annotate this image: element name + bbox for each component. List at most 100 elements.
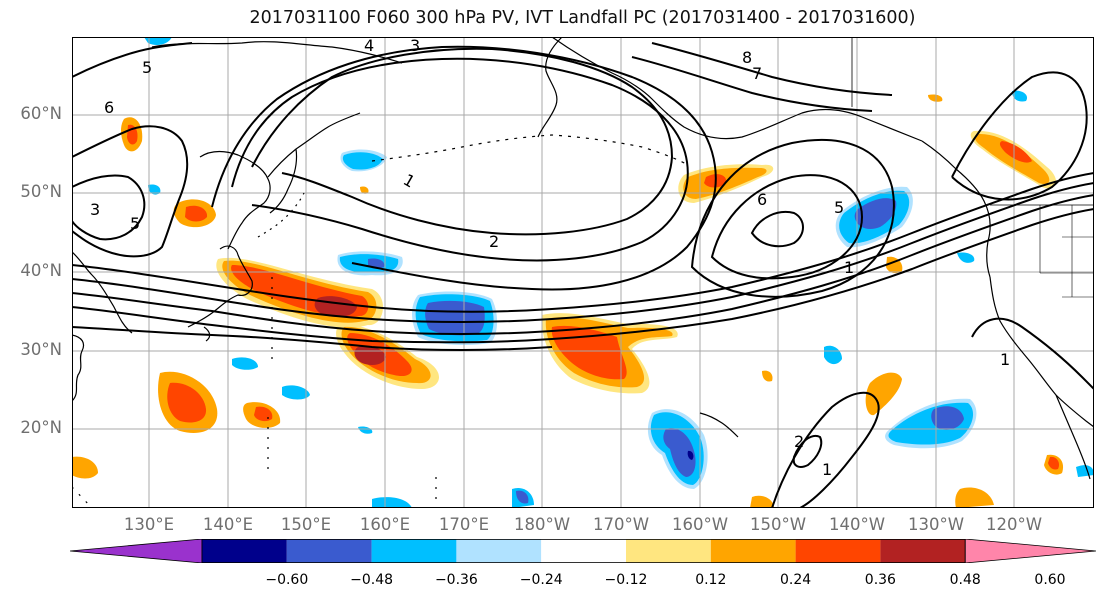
colorbar-tick-label: −0.48 (350, 572, 394, 588)
map-frame (72, 37, 1094, 508)
colorbar-tick-label: −0.12 (604, 572, 648, 588)
lon-label-170w: 170°W (592, 515, 650, 534)
shade-pos-tiny (360, 186, 369, 194)
map-panel: 1 2 3 4 5 6 7 8 6 5 1 1 2 1 5 3 (72, 37, 1094, 508)
pv-contour-gulf-low-2 (690, 139, 895, 298)
lon-label-130e: 130°E (123, 515, 175, 534)
shade-neg-kamchatka-s (342, 152, 383, 170)
coast-alaska-west (537, 37, 563, 138)
shade-neg-small (232, 357, 258, 370)
colorbar-segment (202, 539, 287, 563)
shade-neg-hawaii-w (663, 428, 696, 477)
pv-contour-socal (971, 317, 1094, 390)
pv-contour-3-north (211, 45, 717, 291)
shade-neg-small (148, 184, 161, 195)
shade-pos-south-japan-2 (167, 382, 207, 423)
colorbar-tick-label: −0.60 (265, 572, 309, 588)
pv-label: 1 (400, 170, 418, 192)
pv-label: 1 (1000, 350, 1010, 369)
pv-label: 8 (742, 48, 752, 67)
shade-pos-hawaii-ne (865, 372, 902, 416)
coast-kuril (257, 192, 305, 238)
pv-contour-jet-1 (72, 172, 1094, 313)
shade-neg-small (516, 490, 529, 504)
pv-contour-gulf-low (710, 174, 864, 280)
shade-neg-small (957, 252, 975, 263)
lon-label-160w: 160°W (671, 515, 729, 534)
lat-label-30n: 30°N (20, 340, 62, 359)
pv-contour-bc-loop (951, 71, 1088, 201)
pv-label: 2 (794, 432, 804, 451)
lon-label-130w: 130°W (907, 515, 965, 534)
pv-contour-alaska-lines (631, 42, 893, 112)
coast-baja (1055, 394, 1091, 480)
colorbar-segment (286, 539, 372, 563)
coast-bc (921, 140, 991, 278)
colorbar-tick-label: 0.12 (695, 572, 727, 588)
colorbar-tick-label: 0.60 (1034, 572, 1066, 588)
pv-label: 6 (757, 190, 767, 209)
pv-label: 5 (142, 58, 152, 77)
colorbar-segment (795, 539, 881, 563)
border-states (1039, 205, 1094, 298)
pv-contour-trough (771, 392, 880, 508)
pv-contours (72, 42, 1094, 508)
colorbar-tick-label: −0.24 (519, 572, 563, 588)
colorbar-segment (541, 539, 626, 563)
shade-neg-small (372, 497, 412, 508)
pv-contour-trough-inner (792, 435, 823, 468)
coast-islands (72, 277, 437, 508)
pv-label: 3 (90, 200, 100, 219)
colorbar-segment (710, 539, 796, 563)
colorbar-segment (880, 539, 966, 563)
colorbar (70, 539, 1096, 563)
shade-neg-small (824, 345, 842, 365)
pv-contour-topleft (72, 42, 193, 78)
graticule (72, 37, 1094, 508)
pv-label: 5 (834, 198, 844, 217)
coast-siberia-top (151, 41, 403, 64)
colorbar-tick-label: 0.48 (949, 572, 981, 588)
coastlines (72, 37, 1094, 508)
shade-neg-small (1012, 90, 1028, 102)
coast-aleutian (371, 134, 689, 166)
shade-pos-okhotsk (185, 205, 208, 222)
lon-label-120w: 120°W (985, 515, 1043, 534)
pv-contour-west (72, 125, 188, 258)
coast-alaska (551, 37, 923, 142)
lat-label-20n: 20°N (20, 418, 62, 437)
shade-neg-small (144, 37, 172, 45)
coast-hawaii (699, 412, 739, 438)
coast-us-west (989, 276, 1094, 428)
lon-label-150e: 150°E (280, 515, 332, 534)
pv-contour-jet-5 (72, 326, 553, 351)
pv-label: 4 (364, 37, 374, 55)
colorbar-tick-label: 0.24 (780, 572, 812, 588)
shade-pos-socal (1048, 456, 1060, 470)
shade-pos-small5 (762, 370, 773, 382)
pv-label: 1 (822, 460, 832, 479)
colorbar-tick-label: 0.36 (864, 572, 896, 588)
shade-pos-bc (974, 133, 1050, 185)
shade-pos-small2 (72, 456, 98, 479)
pv-label: 3 (410, 37, 420, 55)
pv-label: 6 (104, 98, 114, 117)
pv-contour-jet-2 (72, 182, 1094, 323)
lat-label-50n: 50°N (20, 182, 62, 201)
shade-neg-gulf (854, 198, 897, 229)
shade-pos-bc (999, 141, 1032, 163)
shade-pos-baja (955, 487, 994, 508)
lon-label-160e: 160°E (359, 515, 411, 534)
coast-okhotsk (199, 150, 271, 250)
lon-label-170e: 170°E (438, 515, 490, 534)
lat-label-60n: 60°N (20, 104, 62, 123)
shade-neg-dateline (425, 300, 485, 336)
colorbar-segment (371, 539, 457, 563)
colorbar-frame (201, 539, 966, 563)
coast-asia (72, 251, 133, 402)
shade-neg-small (1076, 465, 1094, 477)
shade-neg-small (358, 426, 373, 434)
colorbar-extend-min (70, 539, 203, 563)
colorbar-extend-max (964, 539, 1096, 563)
plot-title: 2017031100 F060 300 hPa PV, IVT Landfall… (249, 8, 916, 28)
